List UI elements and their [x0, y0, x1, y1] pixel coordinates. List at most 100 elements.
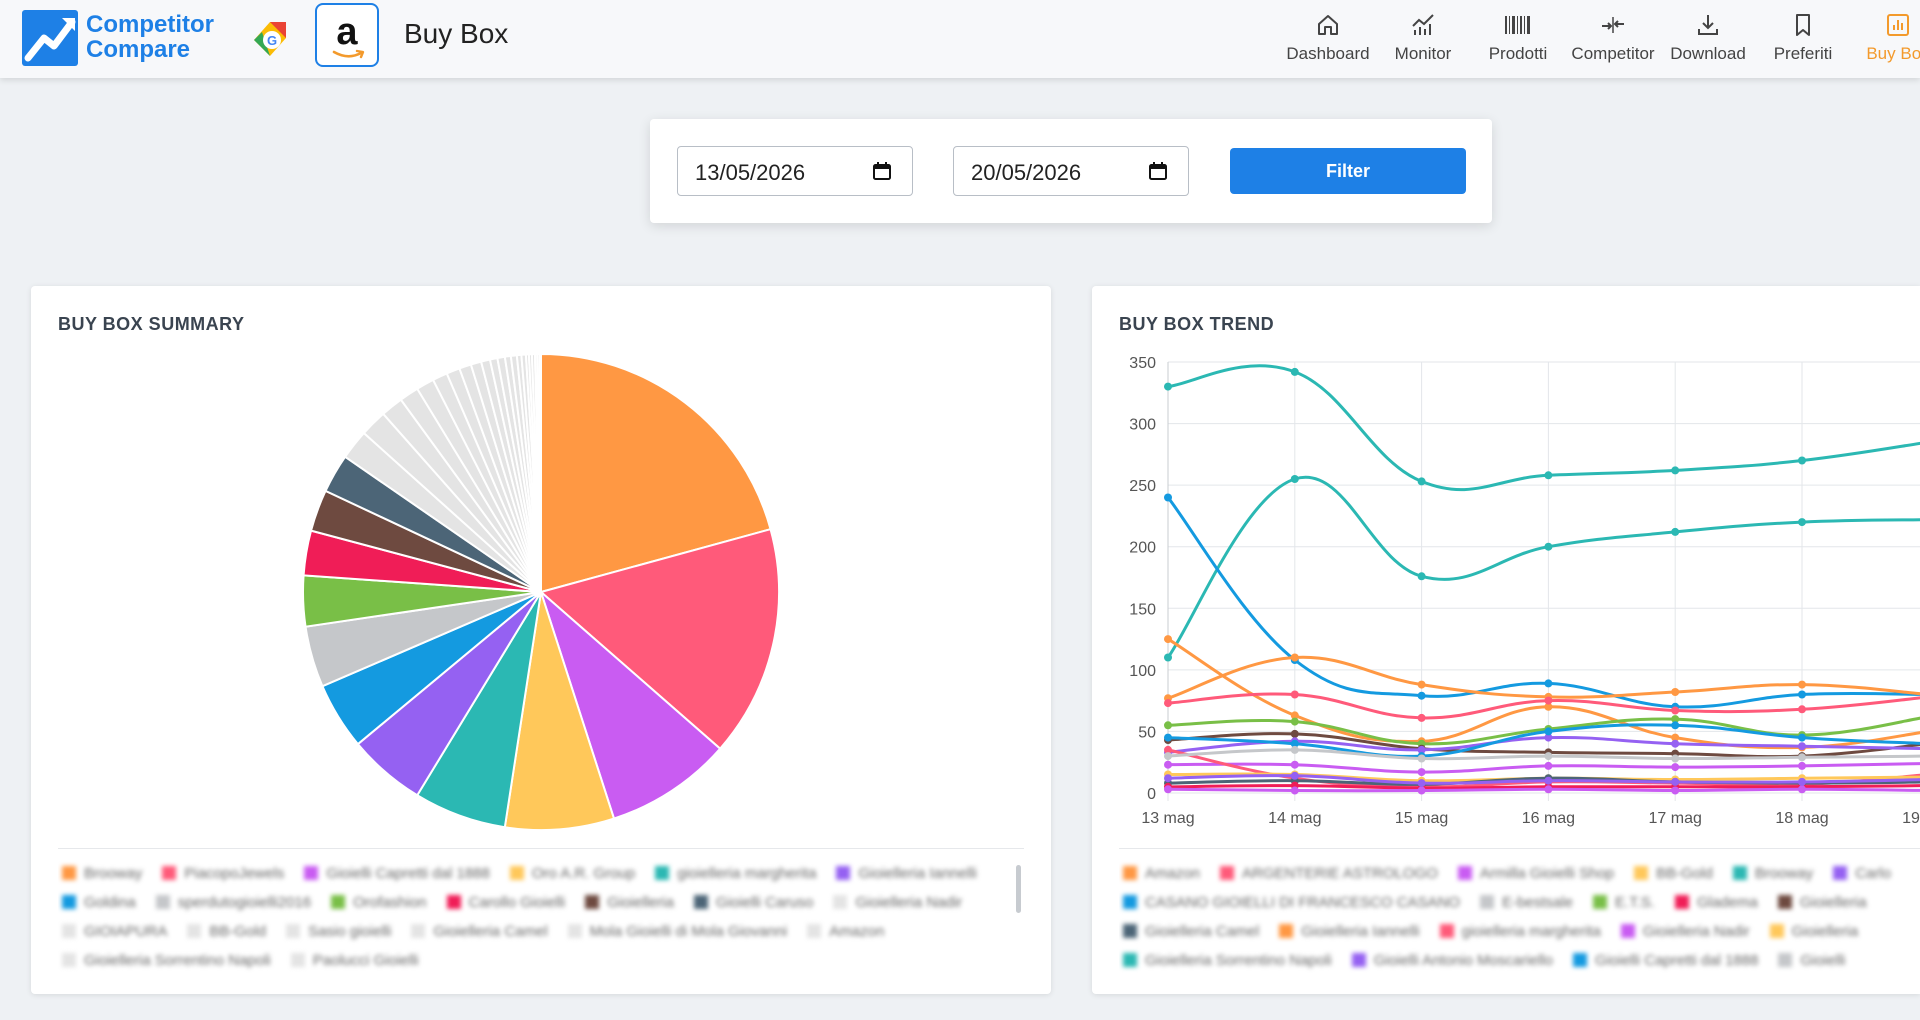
nav-item-competitor[interactable]: Competitor	[1565, 0, 1661, 78]
data-point[interactable]	[1290, 760, 1299, 769]
data-point[interactable]	[1417, 768, 1426, 777]
legend-item[interactable]: Gioielli Antonio Moscariello	[1351, 946, 1553, 975]
legend-item[interactable]: Orofashion	[331, 888, 427, 917]
data-point[interactable]	[1671, 721, 1680, 730]
data-point[interactable]	[1798, 733, 1806, 742]
data-point[interactable]	[1164, 493, 1172, 502]
data-point[interactable]	[1798, 753, 1806, 762]
legend-item[interactable]: Carollo Gioielli	[446, 888, 565, 917]
data-point[interactable]	[1544, 679, 1553, 688]
data-point[interactable]	[1290, 729, 1299, 738]
pie-slice[interactable]	[540, 352, 772, 594]
data-point[interactable]	[1671, 706, 1680, 715]
legend-item[interactable]: Gioielleria Nadir	[833, 888, 962, 917]
legend-item[interactable]: Paolucci Gioielli	[290, 946, 419, 975]
legend-item[interactable]: Brooway	[62, 859, 142, 888]
legend-item[interactable]: Gioielleria	[1769, 917, 1858, 946]
data-point[interactable]	[1671, 763, 1680, 772]
legend-item[interactable]: BB-Gold	[1634, 859, 1713, 888]
legend-item[interactable]: sperdutogioielli2016	[155, 888, 311, 917]
legend-item[interactable]: Gioielleria Sorrentino Napoli	[62, 946, 271, 975]
data-point[interactable]	[1417, 691, 1426, 700]
legend-item[interactable]: gioielleria margherita	[655, 859, 816, 888]
nav-item-monitor[interactable]: Monitor	[1375, 0, 1471, 78]
data-point[interactable]	[1290, 786, 1299, 795]
legend-item[interactable]: Gioielli Caruso	[693, 888, 813, 917]
series-line[interactable]	[1167, 364, 1920, 492]
data-point[interactable]	[1290, 653, 1299, 662]
data-point[interactable]	[1417, 572, 1426, 581]
nav-item-preferiti[interactable]: Preferiti	[1755, 0, 1851, 78]
data-point[interactable]	[1290, 717, 1299, 726]
legend-item[interactable]: CASANO GIOIELLI DI FRANCESCO CASANO	[1123, 888, 1460, 917]
data-point[interactable]	[1290, 475, 1299, 483]
data-point[interactable]	[1671, 739, 1680, 748]
calendar-icon[interactable]	[872, 161, 892, 181]
data-point[interactable]	[1417, 745, 1426, 754]
data-point[interactable]	[1164, 785, 1172, 794]
series-line[interactable]	[1167, 716, 1920, 746]
amazon-marketplace-button[interactable]: a	[315, 3, 379, 67]
data-point[interactable]	[1671, 715, 1680, 724]
legend-item[interactable]: Gioielli Capretti dal 1888	[304, 859, 490, 888]
data-point[interactable]	[1671, 527, 1680, 536]
data-point[interactable]	[1544, 727, 1553, 736]
legend-item[interactable]: Carlo	[1833, 859, 1891, 888]
legend-item[interactable]: GIOIAPURA	[62, 917, 167, 946]
data-point[interactable]	[1290, 771, 1299, 780]
data-point[interactable]	[1164, 721, 1172, 730]
data-point[interactable]	[1798, 518, 1806, 527]
data-point[interactable]	[1417, 713, 1426, 722]
data-point[interactable]	[1798, 680, 1806, 689]
calendar-icon[interactable]	[1148, 161, 1168, 181]
legend-item[interactable]: Gioielleria	[1777, 888, 1867, 917]
data-point[interactable]	[1164, 635, 1172, 644]
data-point[interactable]	[1798, 785, 1806, 794]
data-point[interactable]	[1544, 776, 1553, 785]
data-point[interactable]	[1544, 733, 1553, 742]
data-point[interactable]	[1164, 774, 1172, 783]
legend-item[interactable]: Gioielli	[1778, 946, 1845, 975]
series-line[interactable]	[1167, 762, 1920, 774]
filter-button[interactable]: Filter	[1230, 148, 1466, 194]
data-point[interactable]	[1671, 466, 1680, 475]
nav-item-dashboard[interactable]: Dashboard	[1280, 0, 1376, 78]
data-point[interactable]	[1544, 542, 1553, 551]
legend-item[interactable]: E-bestsale	[1480, 888, 1573, 917]
date-to-input[interactable]: 20/05/2026	[953, 146, 1189, 196]
legend-item[interactable]: Gioielleria Camel	[1123, 917, 1259, 946]
nav-item-buy-box[interactable]: Buy Box	[1850, 0, 1920, 78]
legend-item[interactable]: PiacopoJewels	[162, 859, 284, 888]
data-point[interactable]	[1290, 745, 1299, 754]
legend-item[interactable]: Armilla Gioielli Shop	[1457, 859, 1614, 888]
data-point[interactable]	[1798, 742, 1806, 751]
data-point[interactable]	[1164, 382, 1172, 391]
legend-item[interactable]: Sasio gioielli	[286, 917, 391, 946]
legend-item[interactable]: Mola Gioielli di Mola Giovanni	[567, 917, 787, 946]
data-point[interactable]	[1164, 745, 1172, 754]
nav-item-download[interactable]: Download	[1660, 0, 1756, 78]
nav-item-prodotti[interactable]: Prodotti	[1470, 0, 1566, 78]
series-line[interactable]	[1167, 787, 1920, 793]
data-point[interactable]	[1671, 754, 1680, 763]
data-point[interactable]	[1164, 752, 1172, 761]
data-point[interactable]	[1671, 733, 1680, 742]
data-point[interactable]	[1544, 696, 1553, 705]
data-point[interactable]	[1544, 785, 1553, 794]
data-point[interactable]	[1164, 653, 1172, 662]
legend-item[interactable]: Gioielleria Camel	[411, 917, 548, 946]
pie-slice[interactable]	[538, 352, 542, 593]
data-point[interactable]	[1544, 761, 1553, 770]
legend-item[interactable]: ARGENTERIE ASTROLOGO	[1220, 859, 1438, 888]
data-point[interactable]	[1417, 786, 1426, 795]
pie-slice[interactable]	[538, 588, 722, 820]
data-point[interactable]	[1290, 690, 1299, 699]
data-point[interactable]	[1417, 754, 1426, 763]
data-point[interactable]	[1544, 471, 1553, 480]
legend-item[interactable]: E.T.S.	[1592, 888, 1655, 917]
data-point[interactable]	[1417, 477, 1426, 486]
data-point[interactable]	[1798, 777, 1806, 786]
data-point[interactable]	[1544, 702, 1553, 711]
data-point[interactable]	[1290, 711, 1299, 720]
series-line[interactable]	[1167, 655, 1920, 700]
